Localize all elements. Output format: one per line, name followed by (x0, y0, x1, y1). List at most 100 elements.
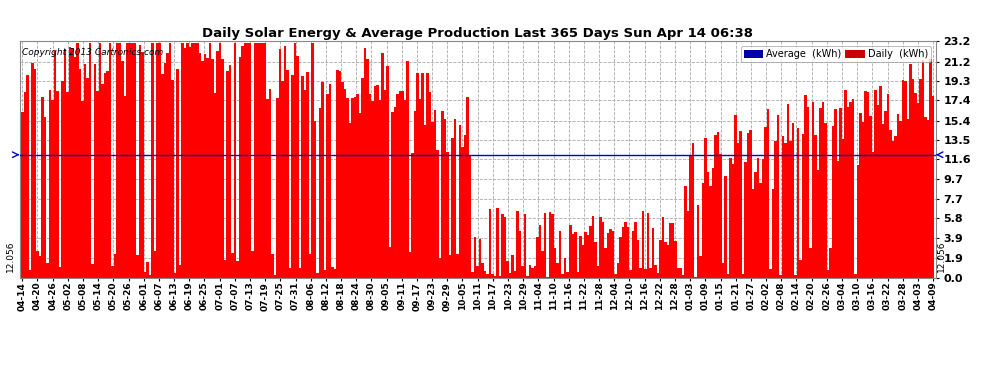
Bar (664, 242, 666, 278)
Bar (91, 264, 94, 278)
Bar (78, 69, 81, 278)
Bar (922, 60, 925, 278)
Bar (920, 80, 922, 278)
Bar (907, 119, 909, 278)
Bar (917, 103, 920, 278)
Bar (887, 94, 889, 278)
Bar (53, 51, 56, 278)
Bar (792, 123, 794, 278)
Bar (81, 100, 83, 278)
Bar (161, 74, 163, 278)
Bar (804, 94, 807, 278)
Bar (342, 82, 344, 278)
Bar (832, 126, 835, 278)
Bar (559, 231, 561, 278)
Bar (669, 223, 671, 278)
Bar (632, 231, 634, 278)
Bar (247, 43, 248, 278)
Bar (676, 268, 679, 278)
Bar (484, 271, 486, 278)
Bar (361, 78, 364, 278)
Bar (609, 229, 612, 278)
Text: 12.056: 12.056 (6, 241, 15, 272)
Bar (248, 43, 251, 278)
Bar (849, 102, 851, 278)
Bar (507, 261, 509, 278)
Bar (486, 274, 489, 278)
Bar (444, 119, 446, 278)
Bar (432, 122, 434, 278)
Bar (346, 98, 348, 278)
Bar (476, 266, 479, 278)
Bar (148, 275, 151, 278)
Bar (351, 99, 353, 278)
Bar (461, 147, 464, 278)
Bar (466, 97, 469, 278)
Bar (724, 177, 727, 278)
Bar (422, 73, 424, 278)
Bar (99, 43, 101, 278)
Bar (642, 211, 644, 278)
Bar (61, 81, 63, 278)
Bar (356, 94, 358, 278)
Bar (322, 82, 324, 278)
Bar (327, 94, 329, 278)
Bar (930, 59, 932, 278)
Bar (902, 80, 904, 278)
Bar (251, 251, 253, 278)
Bar (258, 43, 261, 278)
Bar (73, 57, 76, 278)
Bar (679, 268, 681, 278)
Bar (68, 46, 71, 278)
Bar (612, 231, 614, 278)
Bar (846, 107, 849, 278)
Bar (787, 104, 789, 278)
Bar (344, 89, 346, 278)
Bar (729, 159, 732, 278)
Bar (348, 123, 351, 278)
Bar (851, 99, 854, 278)
Bar (453, 118, 456, 278)
Bar (489, 209, 491, 278)
Bar (854, 274, 856, 278)
Bar (414, 111, 417, 278)
Bar (814, 135, 817, 278)
Bar (406, 61, 409, 278)
Bar (542, 251, 544, 278)
Bar (474, 237, 476, 278)
Bar (589, 226, 591, 278)
Bar (314, 122, 316, 278)
Bar (744, 162, 746, 278)
Bar (381, 53, 384, 278)
Bar (284, 45, 286, 278)
Bar (529, 265, 532, 278)
Bar (602, 222, 604, 278)
Bar (94, 64, 96, 278)
Bar (39, 256, 41, 278)
Bar (29, 270, 31, 278)
Bar (424, 125, 427, 278)
Bar (396, 94, 399, 278)
Bar (168, 43, 171, 278)
Bar (86, 78, 89, 278)
Bar (237, 261, 239, 278)
Bar (751, 189, 754, 278)
Bar (306, 72, 309, 278)
Bar (704, 138, 707, 278)
Bar (201, 61, 204, 278)
Bar (654, 265, 656, 278)
Bar (439, 258, 442, 278)
Bar (496, 208, 499, 278)
Bar (889, 130, 892, 278)
Bar (147, 262, 148, 278)
Bar (242, 46, 244, 278)
Bar (109, 43, 111, 278)
Bar (289, 268, 291, 278)
Bar (374, 86, 376, 278)
Bar (126, 43, 129, 278)
Bar (309, 254, 311, 278)
Bar (894, 136, 897, 278)
Bar (812, 102, 814, 278)
Bar (404, 100, 406, 278)
Bar (334, 269, 337, 278)
